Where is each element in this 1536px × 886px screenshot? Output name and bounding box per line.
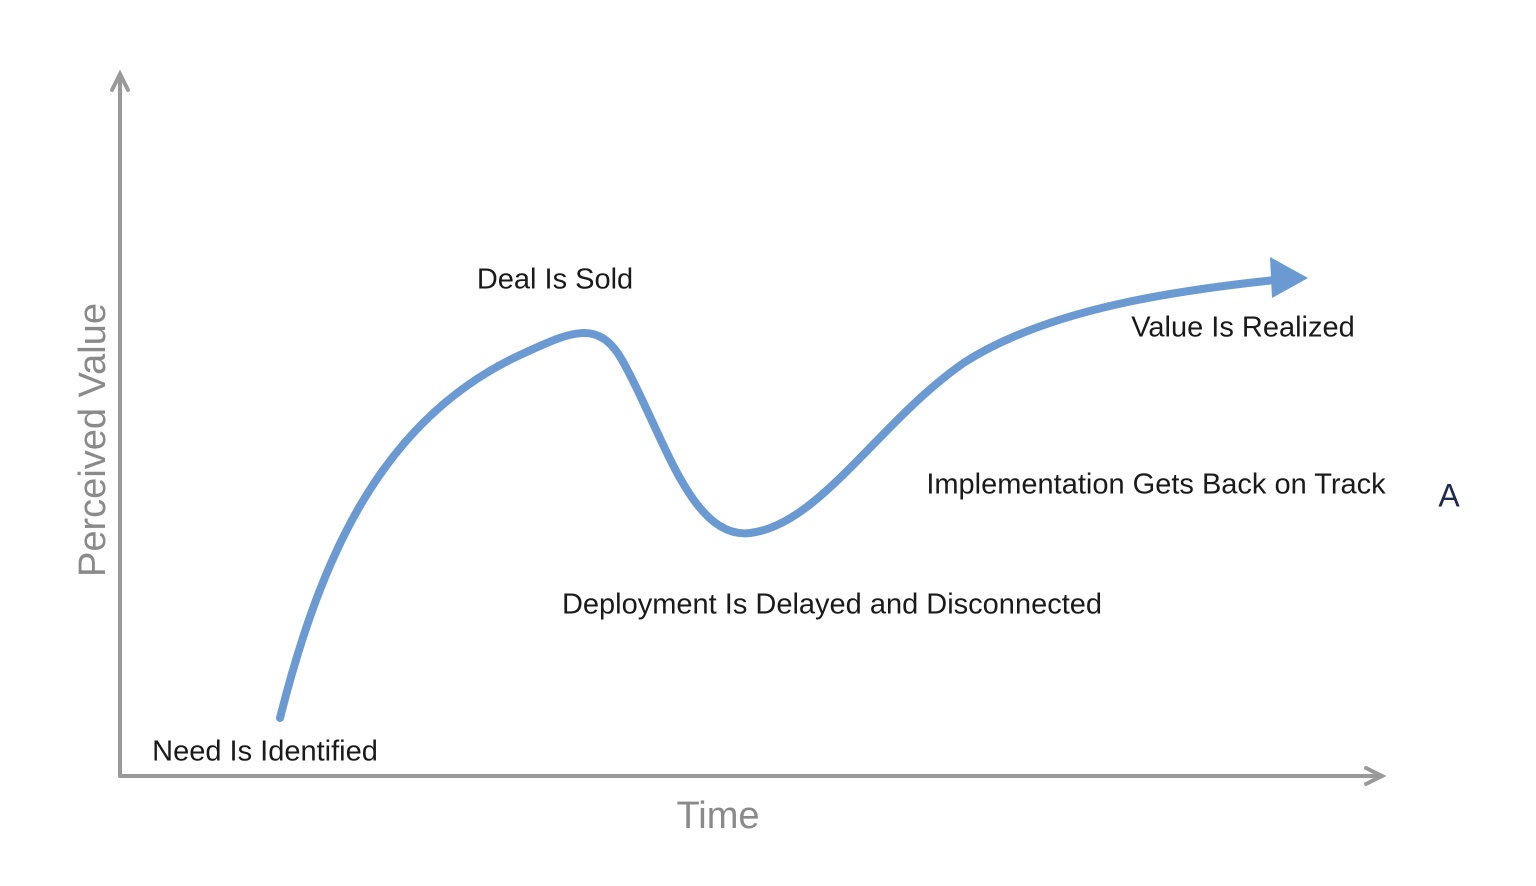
- annotation: Value Is Realized: [1131, 312, 1355, 344]
- annotation: Deployment Is Delayed and Disconnected: [562, 589, 1102, 621]
- annotation: Deal Is Sold: [477, 264, 633, 296]
- curve-arrowhead: [1270, 257, 1308, 298]
- marker: A: [1438, 477, 1460, 513]
- x-axis-arrow: [1364, 766, 1387, 786]
- value-curve: [276, 276, 1279, 722]
- axes: [110, 69, 1387, 786]
- x-axis-label: Time: [676, 795, 759, 837]
- annotation: Need Is Identified: [152, 736, 378, 768]
- annotation: Implementation Gets Back on Track: [926, 469, 1386, 501]
- y-axis-label: Perceived Value: [72, 303, 114, 577]
- y-axis-arrow: [110, 69, 130, 92]
